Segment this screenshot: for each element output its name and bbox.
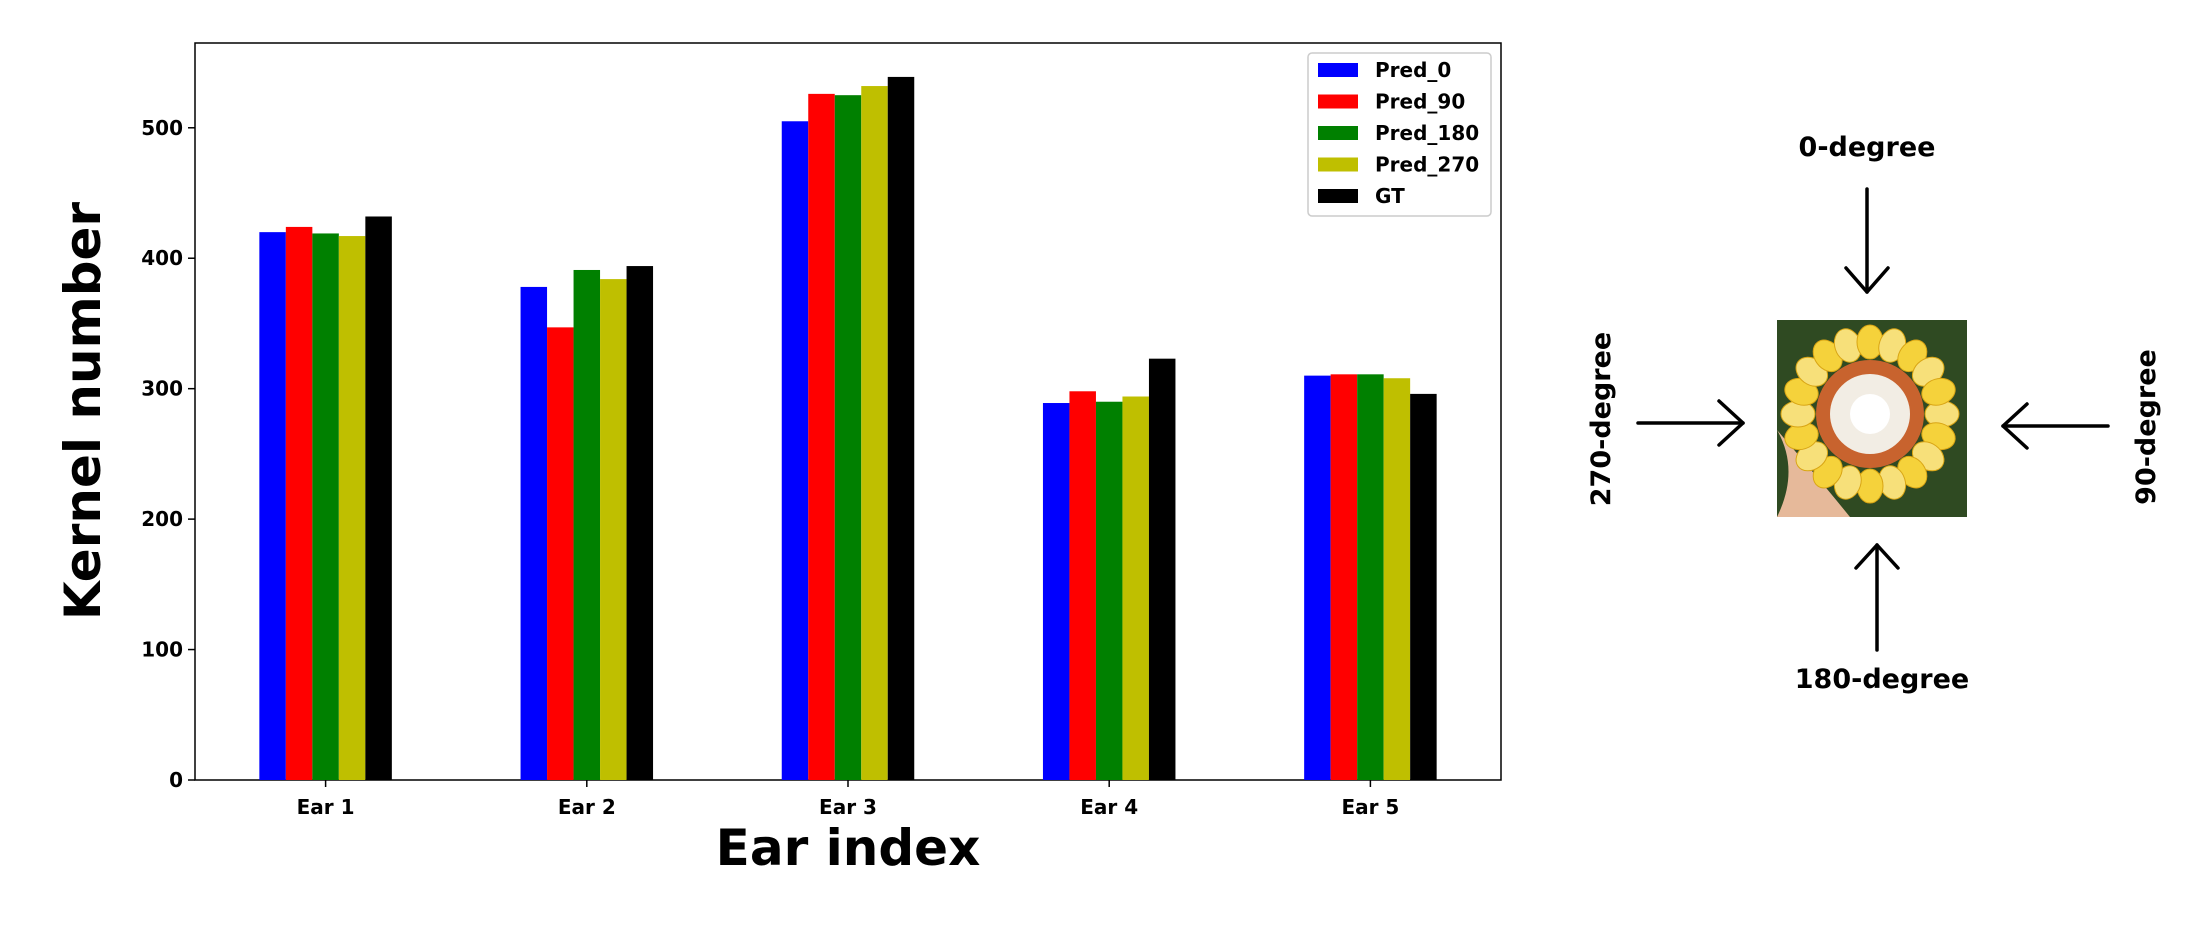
legend-label: Pred_90 bbox=[1375, 90, 1465, 114]
bar-pred-180-ear-2 bbox=[573, 269, 601, 780]
arrow-left-icon bbox=[2001, 402, 2110, 450]
bar-gt-ear-5 bbox=[1410, 393, 1437, 780]
corn-kernel bbox=[1921, 377, 1956, 406]
bar-gt-ear-1 bbox=[365, 216, 392, 781]
x-axis-title: Ear index bbox=[716, 819, 981, 877]
legend-swatch bbox=[1318, 157, 1358, 172]
orientation-diagram: 0-degree 180-degree 270-degree 90-degree bbox=[1586, 132, 2162, 695]
y-axis-title: Kernel number bbox=[54, 202, 112, 620]
label-0-degree: 0-degree bbox=[1799, 132, 1936, 163]
label-90-degree: 90-degree bbox=[2131, 349, 2162, 505]
bar-pred-0-ear-5 bbox=[1304, 375, 1331, 780]
legend-swatch bbox=[1318, 63, 1358, 77]
legend-swatch bbox=[1318, 189, 1358, 203]
bar-pred-270-ear-3 bbox=[861, 86, 888, 781]
bar-pred-90-ear-2 bbox=[547, 327, 574, 780]
bar-pred-90-ear-5 bbox=[1330, 374, 1358, 780]
label-270-degree: 270-degree bbox=[1586, 332, 1617, 506]
y-tick-label: 300 bbox=[141, 377, 183, 401]
bar-gt-ear-2 bbox=[626, 266, 654, 780]
legend-box bbox=[1307, 52, 1492, 217]
corn-kernel bbox=[1780, 400, 1816, 428]
label-180-degree: 180-degree bbox=[1795, 664, 1969, 695]
y-tick-label: 500 bbox=[141, 116, 183, 140]
corn-kernel bbox=[1856, 468, 1884, 504]
x-tick-label: Ear 1 bbox=[297, 795, 355, 819]
bar-pred-270-ear-2 bbox=[600, 279, 627, 780]
corn-kernel bbox=[1856, 324, 1884, 360]
x-tick-label: Ear 4 bbox=[1080, 795, 1138, 819]
arrow-up-icon bbox=[1854, 543, 1900, 652]
corn-kernel bbox=[1924, 400, 1960, 428]
x-tick-label: Ear 5 bbox=[1341, 795, 1399, 819]
arrow-down-icon bbox=[1844, 187, 1890, 294]
y-tick-label: 0 bbox=[169, 768, 183, 792]
bar-pred-90-ear-3 bbox=[808, 93, 835, 781]
bar-pred-180-ear-5 bbox=[1357, 374, 1384, 780]
bar-pred-270-ear-4 bbox=[1122, 396, 1149, 780]
bar-pred-90-ear-4 bbox=[1069, 391, 1096, 780]
bar-gt-ear-3 bbox=[887, 76, 915, 781]
bar-pred-90-ear-1 bbox=[285, 226, 313, 781]
y-axis-ticks: 0 100 200 300 400 500 bbox=[141, 116, 195, 792]
y-tick-label: 400 bbox=[141, 246, 183, 270]
legend: Pred_0 Pred_90 Pred_180 Pred_270 GT bbox=[1307, 52, 1492, 217]
x-tick-label: Ear 3 bbox=[819, 795, 877, 819]
legend-label: Pred_270 bbox=[1375, 153, 1479, 177]
y-tick-label: 100 bbox=[141, 638, 183, 662]
legend-label: GT bbox=[1375, 184, 1405, 208]
bar-pred-0-ear-4 bbox=[1042, 403, 1070, 780]
bar-pred-180-ear-4 bbox=[1095, 401, 1123, 780]
bar-pred-0-ear-3 bbox=[781, 121, 809, 780]
legend-swatch bbox=[1318, 126, 1358, 140]
bar-pred-270-ear-5 bbox=[1383, 378, 1411, 780]
bar-pred-270-ear-1 bbox=[338, 236, 366, 781]
y-tick-label: 200 bbox=[141, 507, 183, 531]
legend-swatch bbox=[1318, 94, 1358, 109]
bar-pred-0-ear-2 bbox=[520, 286, 548, 780]
bar-pred-0-ear-1 bbox=[259, 232, 286, 780]
legend-label: Pred_180 bbox=[1375, 121, 1479, 145]
bar-gt-ear-4 bbox=[1148, 358, 1176, 780]
legend-label: Pred_0 bbox=[1375, 58, 1451, 82]
bar-pred-180-ear-1 bbox=[312, 233, 339, 780]
bar-pred-180-ear-3 bbox=[834, 95, 862, 781]
corn-ear-cross-section-image bbox=[1777, 320, 1967, 517]
x-axis-ticks: Ear 1 Ear 2 Ear 3 Ear 4 Ear 5 bbox=[297, 780, 1399, 819]
bars-group bbox=[259, 76, 1437, 781]
arrow-right-icon bbox=[1636, 399, 1745, 447]
x-tick-label: Ear 2 bbox=[558, 795, 616, 819]
